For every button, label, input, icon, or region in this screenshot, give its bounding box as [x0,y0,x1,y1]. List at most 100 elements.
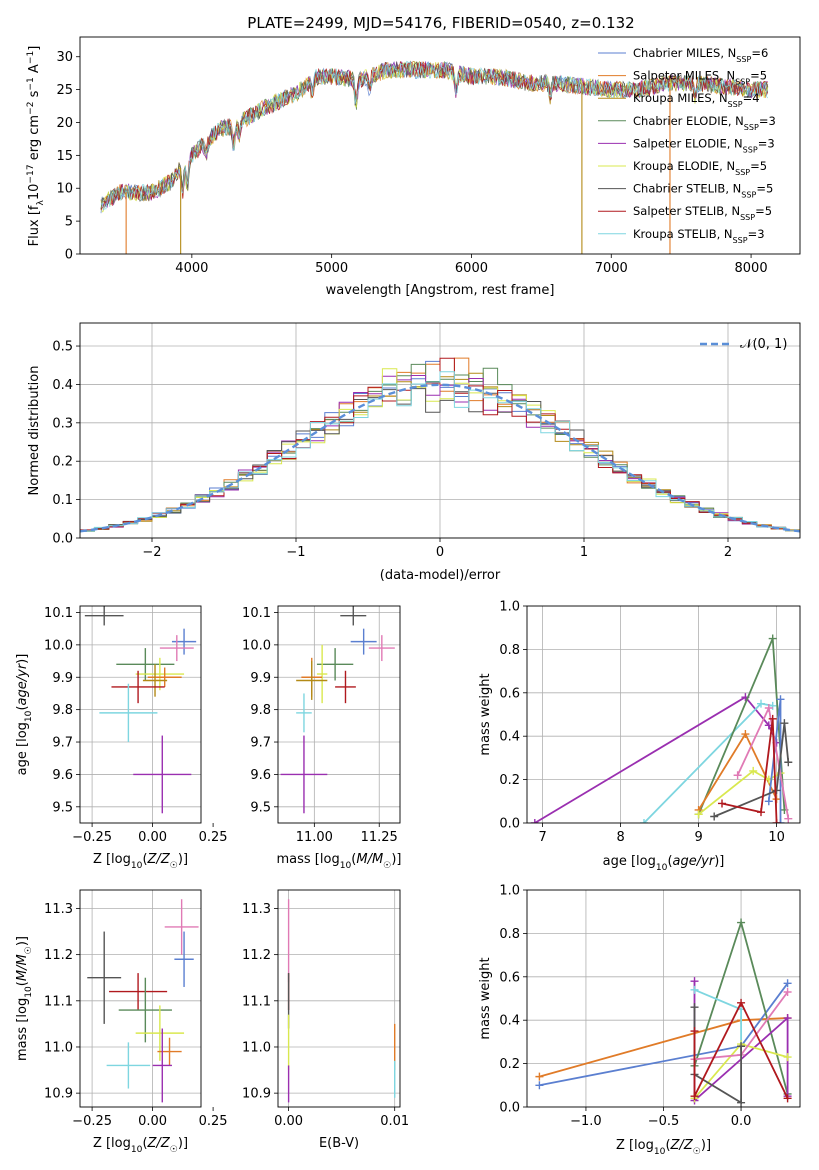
data-point [316,648,354,681]
weight-marker [694,810,703,819]
data-point [135,657,185,691]
data-point [316,644,328,704]
x-tick-label: 7 [538,830,546,845]
y-tick-label: 10 [56,182,73,197]
weight-series [530,693,781,823]
panel-age-vs-Z: −0.25 0.00 0.25 9.5 9.6 9.7 9.8 9.9 10.0 10.1 Z [l… [15,605,228,871]
weight-marker [530,819,539,823]
y-tick-label: 9.6 [250,768,271,783]
y-tick-label: 11.3 [44,902,73,917]
y-tick-label: 0.4 [499,1014,520,1029]
y-tick-label: 15 [56,149,73,164]
x-tick-label: 5000 [315,261,348,276]
weight-series [764,695,785,823]
x-axis-label: age [log10(age/yr)] [603,854,725,873]
data-point [152,1028,172,1103]
y-tick-label: 0.4 [52,378,73,393]
y-axis-label: Normed distribution [27,366,42,496]
weight-marker [783,1014,792,1023]
weight-marker [757,699,765,708]
y-tick-label: 10.0 [44,638,73,653]
y-tick-label: 9.9 [52,671,73,686]
legend: 𝒩(0, 1) [700,337,787,352]
weight-marker [776,819,785,823]
spectrum-line [100,60,769,211]
weight-marker [718,799,726,808]
weight-line [643,702,773,823]
normal-curve [80,383,800,533]
data-point [164,899,199,955]
data-point [280,735,328,814]
y-tick-label: 11.2 [242,948,271,963]
x-tick-label: 7000 [595,261,628,276]
plot-area [278,890,400,1107]
weight-marker [690,1092,699,1101]
data-point [174,931,194,987]
y-tick-label: 0 [65,248,73,263]
weight-series [718,714,781,823]
weight-marker [733,771,742,780]
x-tick-label: −1 [286,545,305,560]
histogram-series [80,371,800,533]
y-tick-label: 10.0 [242,638,271,653]
weight-marker [690,985,699,994]
y-tick-label: 9.8 [250,703,271,718]
data-point [87,931,122,1024]
panel-mass-vs-Z: −0.25 0.00 0.25 10.9 11.0 11.1 11.2 11.3 Z [log1… [15,889,228,1155]
plot-area [278,606,400,823]
y-tick-label: 1.0 [499,600,520,615]
plot-area [100,60,769,254]
x-axis-label: Z [log10(Z/Z☉)] [93,1136,188,1155]
weight-marker [710,812,719,821]
weight-marker [737,998,746,1007]
spectrum-line [100,61,769,209]
y-tick-label: 10.1 [242,606,271,621]
data-point [111,670,165,704]
legend-entry: Kroupa MILES, NSSP=4 [633,91,760,109]
weight-marker [772,786,781,795]
legend-entry: Kroupa STELIB, NSSP=3 [633,227,765,245]
weight-marker [690,1003,699,1012]
x-tick-label: 11.00 [296,830,333,845]
x-tick-label: 4000 [175,261,208,276]
x-axis-label: Z [log10(Z/Z☉)] [93,852,188,871]
y-tick-label: 11.0 [242,1040,271,1055]
y-tick-label: 0.1 [52,493,73,508]
legend-entry: 𝒩(0, 1) [740,337,787,352]
weight-marker [640,819,648,823]
weight-marker [784,814,793,823]
x-tick-label: 0 [436,545,444,560]
weight-marker [772,819,781,823]
y-tick-label: 9.9 [250,671,271,686]
y-tick-label: 11.2 [44,948,73,963]
y-tick-label: 25 [56,83,73,98]
weight-marker [749,766,758,775]
data-point [118,977,172,1043]
y-tick-label: 0.4 [499,730,520,745]
legend-entry: Salpeter MILES, NSSP=5 [633,69,767,87]
weight-line [693,1000,789,1099]
weight-marker [780,719,789,728]
weight-series [710,719,793,821]
weight-marker [535,1072,544,1081]
y-tick-label: 0.5 [52,340,73,355]
y-tick-label: 1.0 [499,884,520,899]
x-tick-label: 1 [580,545,588,560]
plot-area [80,606,201,823]
panel-massweight-vs-age: 7 8 9 10 0.0 0.2 0.4 0.6 0.8 1.0 age [log10(age/yr… [478,600,801,873]
data-point [142,664,168,697]
x-tick-label: −0.25 [72,1114,112,1129]
panel-mass-vs-EBV: 0.00 0.01 10.9 11.0 11.1 11.2 11.3 E(B-V) [242,889,409,1151]
x-tick-label: 0.00 [274,1114,303,1129]
data-point [296,693,312,733]
x-tick-label: 11.25 [361,830,398,845]
y-tick-label: 30 [56,50,73,65]
data-point [109,973,168,1011]
legend-entry: Salpeter STELIB, NSSP=5 [633,204,772,222]
x-tick-label: 0.00 [138,830,167,845]
y-axis-label: mass [log10(M/M☉)] [15,936,34,1061]
x-tick-label: 0.25 [199,1114,228,1129]
axes-frame [79,322,801,539]
weight-marker [784,758,793,767]
y-axis-label: Flux [fλ10−17 erg cm−2 s−1 A−1] [26,46,46,247]
